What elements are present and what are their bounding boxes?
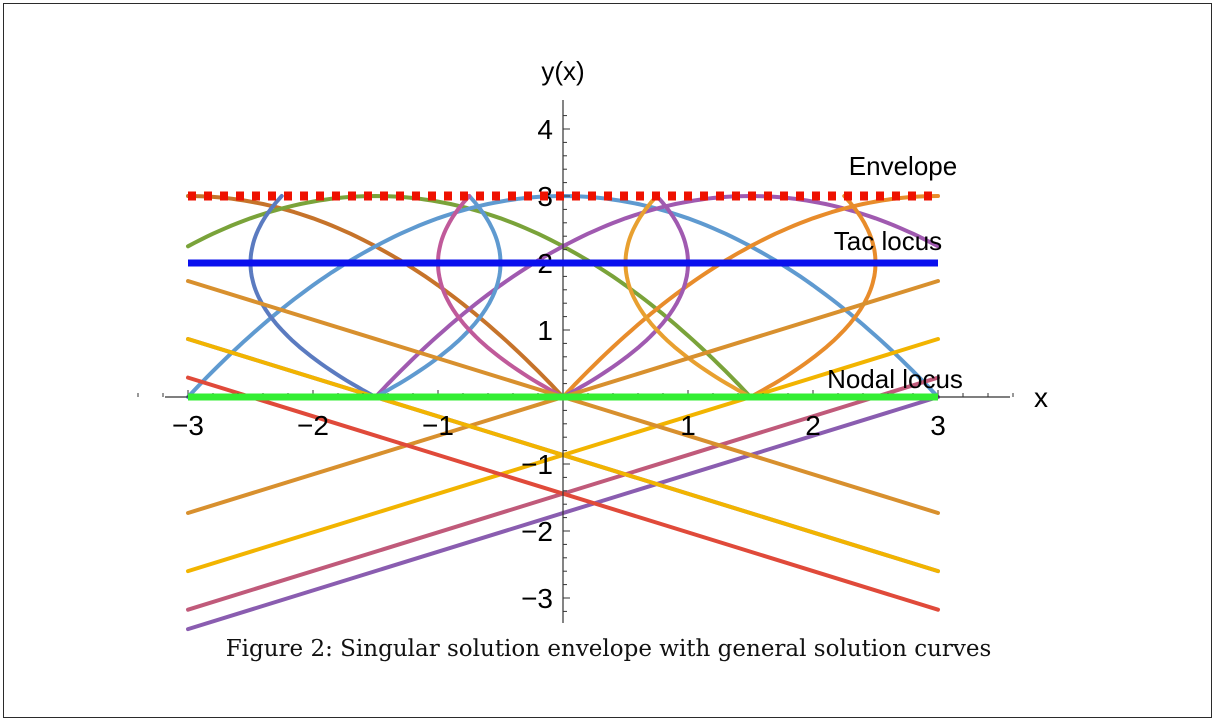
tac-loop-right: [748, 194, 878, 399]
y-tick-label: −3: [521, 583, 553, 614]
x-tick-label: 1: [680, 410, 696, 441]
y-tick-label: 1: [537, 315, 553, 346]
x-axis-label: x: [1034, 382, 1048, 413]
x-tick-label: −1: [422, 410, 454, 441]
tac-loop-left: [248, 194, 378, 399]
y-tick-label: −2: [521, 516, 553, 547]
labels: y(x) x: [541, 56, 1048, 413]
y-tick-label: 4: [537, 114, 553, 145]
x-tick-label: −2: [297, 410, 329, 441]
tac-loop-left: [436, 194, 565, 399]
locus-label: Envelope: [849, 151, 957, 181]
tac-loop-right: [561, 194, 690, 399]
tac-loop-left: [623, 194, 753, 399]
figure-caption: Figure 2: Singular solution envelope wit…: [225, 636, 992, 662]
y-tick-label: −1: [521, 449, 553, 480]
locus-label: Tac locus: [834, 226, 942, 256]
x-tick-label: 3: [930, 410, 946, 441]
envelope-parabola: [561, 194, 940, 399]
x-tick-label: 2: [805, 410, 821, 441]
y-axis-label: y(x): [541, 56, 584, 86]
figure-frame: [3, 3, 1212, 718]
x-tick-label: −3: [172, 410, 204, 441]
loci-layer: Envelope Tac locus Nodal locus: [188, 151, 963, 401]
locus-label: Nodal locus: [827, 364, 963, 394]
tac-loop-right: [373, 194, 503, 399]
